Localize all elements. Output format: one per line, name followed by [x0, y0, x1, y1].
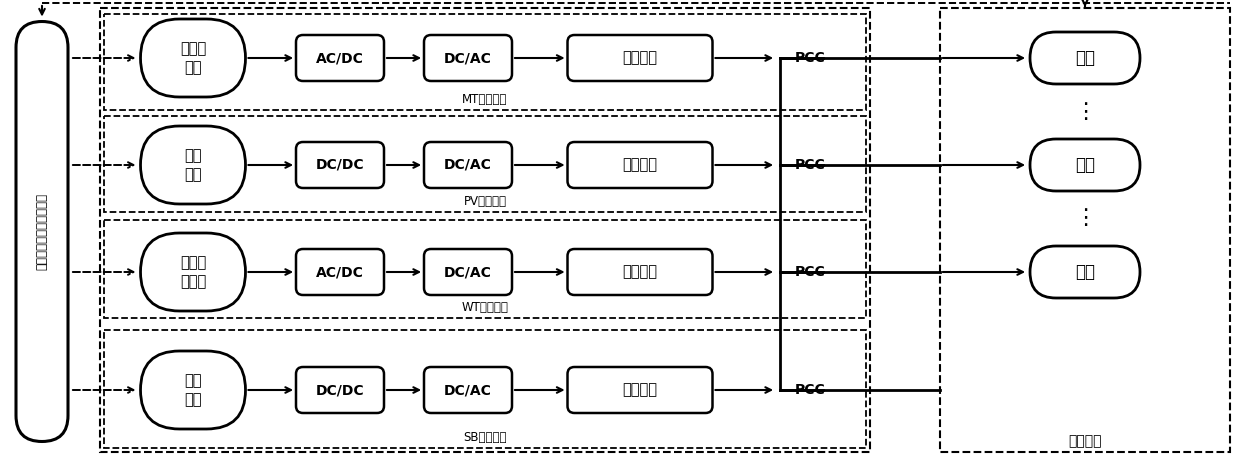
Text: SB微源代理: SB微源代理	[464, 431, 507, 444]
Text: 线路阻抗: 线路阻抗	[622, 382, 657, 398]
Text: MT微源代理: MT微源代理	[463, 93, 507, 106]
FancyBboxPatch shape	[140, 19, 246, 97]
Bar	[104, 220, 866, 318]
Text: DC/DC: DC/DC	[316, 158, 365, 172]
FancyBboxPatch shape	[568, 35, 713, 81]
Text: PCC: PCC	[795, 51, 826, 65]
FancyBboxPatch shape	[140, 351, 246, 429]
FancyBboxPatch shape	[16, 21, 68, 442]
FancyBboxPatch shape	[568, 142, 713, 188]
Text: PCC: PCC	[795, 383, 826, 397]
Text: 负荷: 负荷	[1075, 156, 1095, 174]
Text: AC/DC: AC/DC	[316, 265, 363, 279]
Text: 负荷: 负荷	[1075, 263, 1095, 281]
Text: DC/AC: DC/AC	[444, 158, 492, 172]
Text: 二级代理：协调控制单元: 二级代理：协调控制单元	[36, 193, 48, 270]
Text: WT微源代理: WT微源代理	[461, 301, 508, 314]
FancyBboxPatch shape	[1030, 32, 1140, 84]
Text: 风力涡
轮机: 风力涡 轮机	[180, 41, 206, 75]
Text: 蓄电
池组: 蓄电 池组	[185, 373, 202, 407]
Text: ⋮: ⋮	[1074, 101, 1096, 121]
FancyBboxPatch shape	[296, 35, 384, 81]
FancyBboxPatch shape	[140, 233, 246, 311]
Text: DC/DC: DC/DC	[316, 383, 365, 397]
Bar	[104, 330, 866, 448]
Text: DC/AC: DC/AC	[444, 265, 492, 279]
FancyBboxPatch shape	[424, 249, 512, 295]
FancyBboxPatch shape	[296, 249, 384, 295]
Bar	[104, 14, 866, 110]
FancyBboxPatch shape	[1030, 139, 1140, 191]
Text: 线路阻抗: 线路阻抗	[622, 50, 657, 65]
FancyBboxPatch shape	[424, 35, 512, 81]
Text: AC/DC: AC/DC	[316, 51, 363, 65]
Text: 光伏
发电: 光伏 发电	[185, 148, 202, 182]
Text: PV微源代理: PV微源代理	[464, 195, 506, 208]
Text: 负荷: 负荷	[1075, 49, 1095, 67]
Text: PCC: PCC	[795, 158, 826, 172]
Bar	[100, 8, 870, 452]
FancyBboxPatch shape	[424, 142, 512, 188]
Text: 线路阻抗: 线路阻抗	[622, 264, 657, 280]
Text: PCC: PCC	[795, 265, 826, 279]
Text: DC/AC: DC/AC	[444, 51, 492, 65]
Text: DC/AC: DC/AC	[444, 383, 492, 397]
Text: ⋮: ⋮	[1074, 208, 1096, 229]
FancyBboxPatch shape	[568, 367, 713, 413]
Text: 微型燃
气轮机: 微型燃 气轮机	[180, 255, 206, 289]
Bar	[104, 116, 866, 212]
Text: 线路阻抗: 线路阻抗	[622, 157, 657, 173]
Text: 负荷代理: 负荷代理	[1068, 434, 1102, 448]
FancyBboxPatch shape	[140, 126, 246, 204]
Bar	[940, 8, 1230, 452]
FancyBboxPatch shape	[296, 142, 384, 188]
FancyBboxPatch shape	[424, 367, 512, 413]
FancyBboxPatch shape	[568, 249, 713, 295]
FancyBboxPatch shape	[1030, 246, 1140, 298]
FancyBboxPatch shape	[296, 367, 384, 413]
